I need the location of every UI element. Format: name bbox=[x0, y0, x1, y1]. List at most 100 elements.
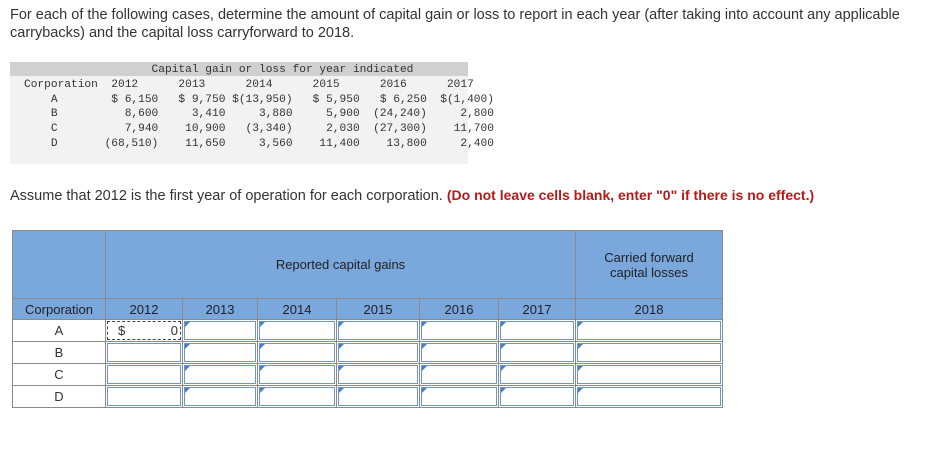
answer-input-c-2016[interactable] bbox=[419, 363, 499, 386]
cell-marker-icon bbox=[422, 344, 427, 349]
cell-marker-icon bbox=[260, 344, 265, 349]
input-box[interactable] bbox=[107, 343, 181, 362]
answer-input-c-2012[interactable] bbox=[105, 363, 183, 386]
answer-input-a-2013[interactable] bbox=[182, 319, 258, 342]
answer-table: Reported capital gains Carried forward c… bbox=[12, 230, 723, 408]
input-box[interactable] bbox=[577, 365, 721, 384]
assumption-sentence: Assume that 2012 is the first year of op… bbox=[10, 188, 443, 204]
cell-marker-icon bbox=[185, 388, 190, 393]
instructions-text: For each of the following cases, determi… bbox=[10, 7, 900, 41]
input-box[interactable] bbox=[338, 387, 418, 406]
corporation-label-b: B bbox=[12, 341, 106, 364]
answer-input-d-2016[interactable] bbox=[419, 385, 499, 408]
answer-input-a-2015[interactable] bbox=[336, 319, 420, 342]
input-box[interactable] bbox=[338, 365, 418, 384]
input-box[interactable] bbox=[107, 365, 181, 384]
cell-marker-icon bbox=[578, 322, 583, 327]
input-box[interactable] bbox=[259, 387, 335, 406]
year-header-2015: 2015 bbox=[336, 298, 420, 320]
input-box[interactable] bbox=[500, 321, 574, 340]
input-box[interactable] bbox=[184, 321, 256, 340]
input-box[interactable] bbox=[577, 321, 721, 340]
cell-marker-icon bbox=[260, 366, 265, 371]
cell-marker-icon bbox=[501, 322, 506, 327]
year-header-2018: 2018 bbox=[575, 298, 723, 320]
answer-input-c-2018[interactable] bbox=[575, 363, 723, 386]
answer-input-b-2018[interactable] bbox=[575, 341, 723, 364]
input-box[interactable] bbox=[421, 387, 497, 406]
input-box[interactable] bbox=[107, 387, 181, 406]
answer-row: D bbox=[12, 385, 723, 408]
assumption-note: (Do not leave cells blank, enter "0" if … bbox=[446, 187, 815, 203]
input-box[interactable] bbox=[500, 365, 574, 384]
input-box[interactable] bbox=[259, 321, 335, 340]
answer-input-d-2015[interactable] bbox=[336, 385, 420, 408]
cell-marker-icon bbox=[339, 322, 344, 327]
input-box[interactable] bbox=[259, 343, 335, 362]
cell-marker-icon bbox=[185, 366, 190, 371]
cell-marker-icon bbox=[578, 344, 583, 349]
answer-input-a-2018[interactable] bbox=[575, 319, 723, 342]
input-box[interactable] bbox=[577, 343, 721, 362]
cell-marker-icon bbox=[578, 366, 583, 371]
corporation-label-c: C bbox=[12, 363, 106, 386]
input-box[interactable] bbox=[577, 387, 721, 406]
reported-gains-header: Reported capital gains bbox=[105, 230, 576, 299]
input-box[interactable] bbox=[500, 387, 574, 406]
answer-input-a-2014[interactable] bbox=[257, 319, 337, 342]
cell-marker-icon bbox=[260, 388, 265, 393]
input-box[interactable] bbox=[500, 343, 574, 362]
answer-input-a-2012[interactable]: $0 bbox=[105, 319, 183, 342]
answer-input-d-2013[interactable] bbox=[182, 385, 258, 408]
given-table-text: Capital gain or loss for year indicated … bbox=[24, 64, 494, 150]
answer-input-c-2017[interactable] bbox=[498, 363, 576, 386]
cell-marker-icon bbox=[185, 322, 190, 327]
cell-marker-icon bbox=[339, 388, 344, 393]
input-box[interactable] bbox=[338, 343, 418, 362]
input-box[interactable] bbox=[338, 321, 418, 340]
input-box[interactable] bbox=[259, 365, 335, 384]
year-header-2013: 2013 bbox=[182, 298, 258, 320]
year-header-2016: 2016 bbox=[419, 298, 499, 320]
carried-forward-header: Carried forward capital losses bbox=[575, 230, 723, 299]
answer-input-b-2016[interactable] bbox=[419, 341, 499, 364]
answer-table-corner bbox=[12, 230, 106, 299]
input-box[interactable] bbox=[421, 365, 497, 384]
assumption-text: Assume that 2012 is the first year of op… bbox=[10, 187, 814, 204]
answer-input-b-2014[interactable] bbox=[257, 341, 337, 364]
answer-input-b-2015[interactable] bbox=[336, 341, 420, 364]
answer-input-b-2017[interactable] bbox=[498, 341, 576, 364]
input-box[interactable] bbox=[184, 343, 256, 362]
answer-input-a-2017[interactable] bbox=[498, 319, 576, 342]
answer-input-b-2012[interactable] bbox=[105, 341, 183, 364]
corporation-label-a: A bbox=[12, 319, 106, 342]
answer-input-d-2017[interactable] bbox=[498, 385, 576, 408]
cell-marker-icon bbox=[422, 322, 427, 327]
given-data-table: Capital gain or loss for year indicated … bbox=[10, 62, 494, 164]
answer-input-a-2016[interactable] bbox=[419, 319, 499, 342]
corporation-column-header: Corporation bbox=[12, 298, 106, 320]
answer-input-c-2013[interactable] bbox=[182, 363, 258, 386]
cell-marker-icon bbox=[501, 388, 506, 393]
input-box[interactable] bbox=[107, 321, 181, 340]
input-value: 0 bbox=[170, 323, 178, 338]
year-header-2012: 2012 bbox=[105, 298, 183, 320]
answer-input-c-2014[interactable] bbox=[257, 363, 337, 386]
input-box[interactable] bbox=[184, 387, 256, 406]
input-box[interactable] bbox=[421, 321, 497, 340]
answer-input-c-2015[interactable] bbox=[336, 363, 420, 386]
input-box[interactable] bbox=[184, 365, 256, 384]
corporation-label-d: D bbox=[12, 385, 106, 408]
cell-marker-icon bbox=[339, 366, 344, 371]
answer-input-d-2012[interactable] bbox=[105, 385, 183, 408]
cell-marker-icon bbox=[578, 388, 583, 393]
answer-input-d-2018[interactable] bbox=[575, 385, 723, 408]
answer-input-b-2013[interactable] bbox=[182, 341, 258, 364]
cell-marker-icon bbox=[501, 366, 506, 371]
input-box[interactable] bbox=[421, 343, 497, 362]
answer-input-d-2014[interactable] bbox=[257, 385, 337, 408]
cell-marker-icon bbox=[422, 388, 427, 393]
currency-symbol: $ bbox=[118, 323, 126, 338]
answer-row: C bbox=[12, 363, 723, 386]
cell-marker-icon bbox=[339, 344, 344, 349]
